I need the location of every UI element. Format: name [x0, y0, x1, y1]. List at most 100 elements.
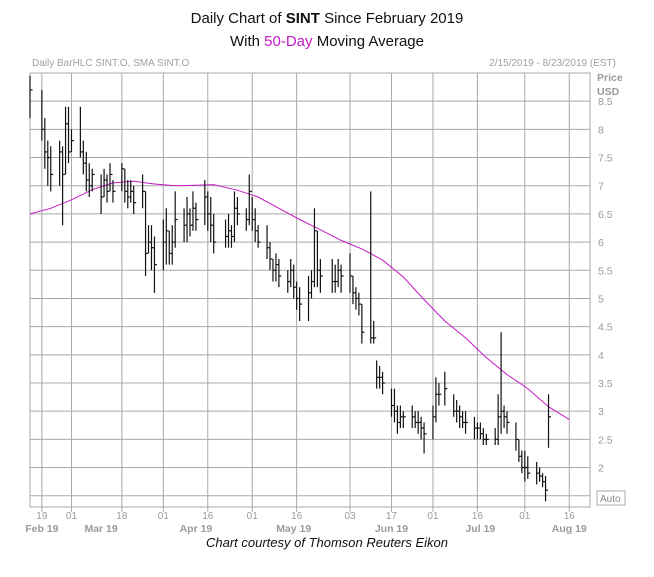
price-bar — [334, 264, 338, 293]
x-tick-label: 01 — [519, 511, 531, 522]
month-label: Feb 19 — [25, 523, 58, 535]
price-bar — [319, 259, 323, 293]
title-symbol: SINT — [285, 10, 320, 27]
sma-50-day-line — [29, 180, 570, 421]
price-bar — [393, 388, 397, 423]
x-tick-label: 16 — [202, 511, 214, 522]
price-bar — [236, 197, 240, 226]
price-bar — [79, 106, 83, 158]
price-bar — [399, 405, 403, 429]
price-bar — [435, 377, 439, 423]
price-bar — [204, 180, 208, 226]
price-bar — [168, 230, 172, 265]
price-bar — [210, 197, 214, 243]
y-tick-label: 2 — [598, 463, 604, 475]
price-bar — [162, 219, 166, 271]
month-label: Aug 19 — [552, 523, 587, 535]
price-bar — [147, 225, 152, 254]
month-labels: Feb 19 Mar 19 Apr 19 May 19 Jun 19 Jul 19 Aug … — [25, 523, 587, 535]
price-bar — [459, 405, 463, 429]
y-tick-label: 5.5 — [598, 265, 613, 277]
price-bar — [248, 174, 252, 226]
price-bar — [411, 405, 415, 429]
month-label: Jun 19 — [375, 523, 408, 535]
price-bar — [310, 270, 314, 299]
price-bar — [61, 146, 66, 226]
price-bar — [432, 405, 436, 440]
auto-scale-label[interactable]: Auto — [600, 494, 621, 505]
price-bar — [524, 450, 528, 482]
x-tick-label: 01 — [247, 511, 259, 522]
title-prefix: Daily Chart of — [190, 10, 282, 27]
price-bar — [127, 180, 131, 209]
price-bar — [278, 259, 282, 288]
price-bar — [527, 456, 531, 479]
price-bar — [497, 394, 501, 445]
price-bar — [47, 140, 51, 186]
price-bar — [307, 275, 312, 321]
x-tick-label: 16 — [291, 511, 303, 522]
y-tick-label: 7.5 — [598, 153, 613, 165]
price-bar — [124, 168, 128, 203]
price-bar — [547, 394, 552, 448]
price-bar — [544, 476, 549, 502]
month-label: Mar 19 — [84, 523, 117, 535]
price-bar — [100, 174, 104, 214]
price-bar — [293, 264, 297, 299]
chart-credit: Chart courtesy of Thomson Reuters Eikon — [205, 535, 449, 550]
price-bar — [402, 411, 406, 429]
price-bar — [245, 208, 249, 231]
price-bar — [290, 259, 294, 288]
price-bar — [171, 225, 175, 265]
price-bar — [189, 208, 193, 237]
price-bars-group — [29, 75, 552, 502]
price-bar — [266, 225, 270, 259]
x-tick-label: 01 — [66, 511, 78, 522]
y-tick-label: 4 — [598, 350, 604, 362]
x-tick-label: 16 — [564, 511, 576, 522]
price-bar — [340, 264, 344, 293]
month-label: Apr 19 — [180, 523, 213, 535]
chart-header-left: Daily BarHLC SINT.O, SMA SINT.O — [32, 58, 189, 69]
price-bar — [541, 473, 546, 488]
price-bar — [254, 208, 258, 243]
price-bar — [473, 416, 477, 440]
price-bar — [141, 174, 146, 209]
price-bar — [183, 208, 187, 243]
price-bar — [464, 411, 469, 434]
x-tick-label: 16 — [472, 511, 484, 522]
price-bar — [192, 191, 196, 231]
auto-scale-box[interactable] — [596, 490, 626, 506]
price-bar — [121, 163, 125, 192]
price-bar — [506, 411, 510, 434]
price-bar — [144, 191, 149, 276]
price-bar — [355, 287, 359, 310]
y-tick-label: 7 — [598, 181, 604, 193]
title2-suffix: Moving Average — [316, 33, 424, 50]
price-bar — [195, 202, 199, 231]
price-bar — [230, 225, 234, 248]
price-bar — [165, 208, 169, 265]
title-suffix: Since February 2019 — [324, 10, 464, 27]
price-bar — [130, 180, 134, 203]
y-tick-labels: 1.522.533.544.555.566.577.588.5 — [598, 96, 613, 503]
month-label: Jul 19 — [465, 523, 495, 535]
y-tick-label: 2.5 — [598, 434, 613, 446]
price-bar — [150, 225, 154, 271]
x-tick-label: 19 — [36, 511, 48, 522]
price-bar — [109, 163, 113, 192]
price-bar — [352, 275, 356, 305]
price-bar — [29, 75, 33, 119]
x-tick-label: 18 — [116, 511, 128, 522]
price-bar — [213, 213, 217, 254]
chart-title-line-1: Daily Chart of SINT Since February 2019 — [0, 10, 654, 27]
price-bar — [361, 304, 365, 344]
month-label: May 19 — [276, 523, 311, 535]
price-bar — [539, 467, 543, 482]
price-bar — [358, 292, 362, 316]
plot-frame — [29, 72, 591, 508]
price-bar — [373, 321, 377, 344]
price-bar — [70, 129, 74, 152]
price-bar — [299, 287, 303, 321]
price-bar — [227, 213, 232, 248]
